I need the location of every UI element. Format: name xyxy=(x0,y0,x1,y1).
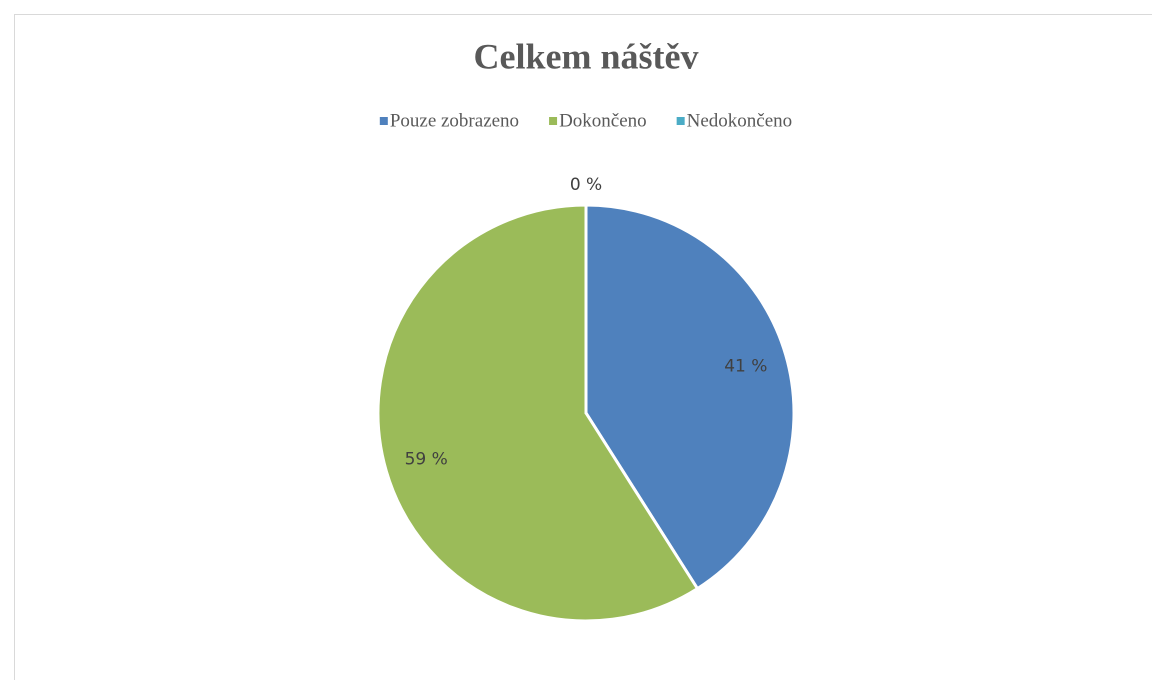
legend-marker xyxy=(676,117,685,125)
legend-label: Dokončeno xyxy=(559,110,647,131)
pie-slice xyxy=(376,203,699,623)
legend-marker xyxy=(379,117,388,125)
legend-label: Pouze zobrazeno xyxy=(390,110,519,131)
legend-marker xyxy=(549,117,558,125)
legend-label: Nedokončeno xyxy=(687,110,793,131)
data-label: 0 % xyxy=(570,175,602,195)
chart-title: Celkem náštěv xyxy=(474,36,699,76)
data-label: 41 % xyxy=(724,357,767,377)
data-label: 59 % xyxy=(405,449,448,469)
